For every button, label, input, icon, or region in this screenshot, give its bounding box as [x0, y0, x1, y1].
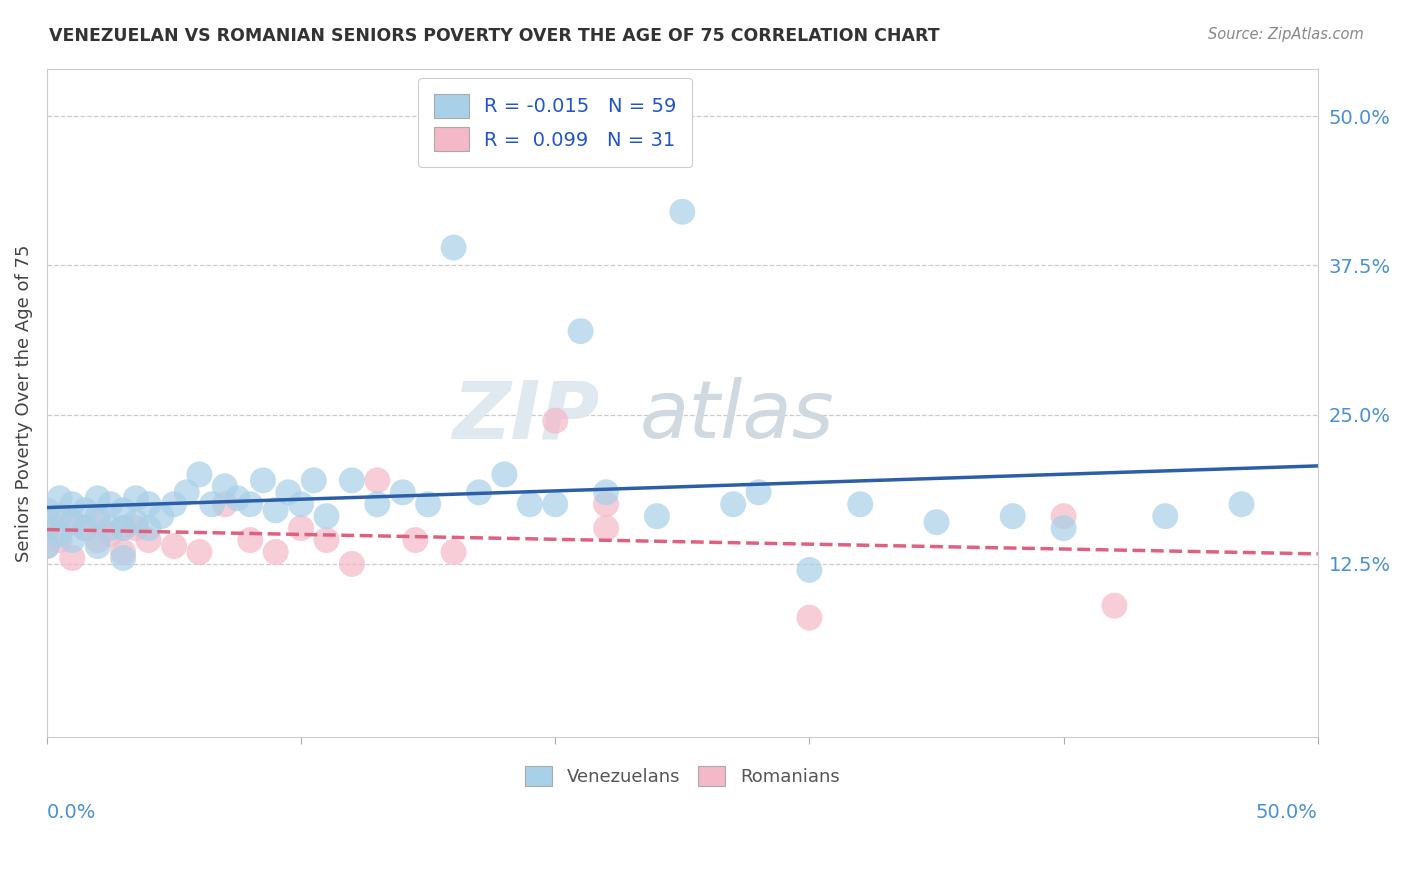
Point	[1104, 599, 1126, 613]
Point	[799, 563, 821, 577]
Point	[60, 533, 83, 547]
Point	[519, 497, 541, 511]
Point	[87, 509, 110, 524]
Point	[35, 539, 58, 553]
Point	[645, 509, 668, 524]
Point	[721, 497, 744, 511]
Point	[315, 533, 337, 547]
Point	[366, 497, 388, 511]
Point	[214, 479, 236, 493]
Y-axis label: Seniors Poverty Over the Age of 75: Seniors Poverty Over the Age of 75	[15, 244, 32, 562]
Point	[468, 485, 491, 500]
Point	[112, 545, 135, 559]
Point	[1052, 509, 1074, 524]
Point	[100, 527, 122, 541]
Point	[35, 515, 58, 529]
Point	[138, 497, 160, 511]
Point	[100, 497, 122, 511]
Point	[87, 491, 110, 506]
Text: ZIP: ZIP	[453, 377, 600, 455]
Point	[226, 491, 249, 506]
Point	[443, 545, 465, 559]
Text: atlas: atlas	[640, 377, 835, 455]
Point	[60, 551, 83, 566]
Point	[138, 533, 160, 547]
Point	[849, 497, 872, 511]
Point	[48, 533, 70, 547]
Point	[48, 527, 70, 541]
Point	[112, 551, 135, 566]
Point	[100, 521, 122, 535]
Point	[1001, 509, 1024, 524]
Point	[60, 515, 83, 529]
Point	[340, 557, 363, 571]
Point	[125, 491, 148, 506]
Point	[87, 539, 110, 553]
Point	[214, 497, 236, 511]
Point	[188, 545, 211, 559]
Text: Source: ZipAtlas.com: Source: ZipAtlas.com	[1208, 27, 1364, 42]
Point	[569, 324, 592, 338]
Point	[404, 533, 426, 547]
Point	[671, 204, 693, 219]
Point	[60, 515, 83, 529]
Text: 0.0%: 0.0%	[46, 803, 96, 822]
Point	[748, 485, 770, 500]
Point	[290, 521, 312, 535]
Point	[252, 474, 274, 488]
Point	[595, 497, 617, 511]
Point	[176, 485, 198, 500]
Point	[87, 533, 110, 547]
Point	[112, 521, 135, 535]
Point	[494, 467, 516, 482]
Point	[799, 610, 821, 624]
Point	[443, 241, 465, 255]
Point	[1230, 497, 1253, 511]
Point	[138, 521, 160, 535]
Point	[544, 497, 567, 511]
Point	[277, 485, 299, 500]
Point	[163, 539, 186, 553]
Point	[35, 539, 58, 553]
Point	[112, 503, 135, 517]
Legend: R = -0.015   N = 59, R =  0.099   N = 31: R = -0.015 N = 59, R = 0.099 N = 31	[418, 78, 692, 167]
Point	[125, 521, 148, 535]
Point	[418, 497, 440, 511]
Point	[315, 509, 337, 524]
Text: VENEZUELAN VS ROMANIAN SENIORS POVERTY OVER THE AGE OF 75 CORRELATION CHART: VENEZUELAN VS ROMANIAN SENIORS POVERTY O…	[49, 27, 939, 45]
Point	[925, 515, 948, 529]
Point	[366, 474, 388, 488]
Point	[239, 497, 262, 511]
Point	[391, 485, 413, 500]
Point	[125, 515, 148, 529]
Point	[48, 509, 70, 524]
Point	[87, 515, 110, 529]
Point	[264, 503, 287, 517]
Point	[1154, 509, 1177, 524]
Point	[163, 497, 186, 511]
Point	[595, 485, 617, 500]
Point	[60, 497, 83, 511]
Point	[112, 521, 135, 535]
Point	[544, 414, 567, 428]
Point	[73, 521, 96, 535]
Point	[35, 503, 58, 517]
Point	[201, 497, 224, 511]
Point	[239, 533, 262, 547]
Point	[48, 509, 70, 524]
Point	[1052, 521, 1074, 535]
Point	[48, 491, 70, 506]
Point	[73, 521, 96, 535]
Point	[150, 509, 173, 524]
Point	[35, 521, 58, 535]
Point	[302, 474, 325, 488]
Point	[340, 474, 363, 488]
Text: 50.0%: 50.0%	[1256, 803, 1317, 822]
Point	[290, 497, 312, 511]
Point	[188, 467, 211, 482]
Point	[264, 545, 287, 559]
Point	[595, 521, 617, 535]
Point	[73, 503, 96, 517]
